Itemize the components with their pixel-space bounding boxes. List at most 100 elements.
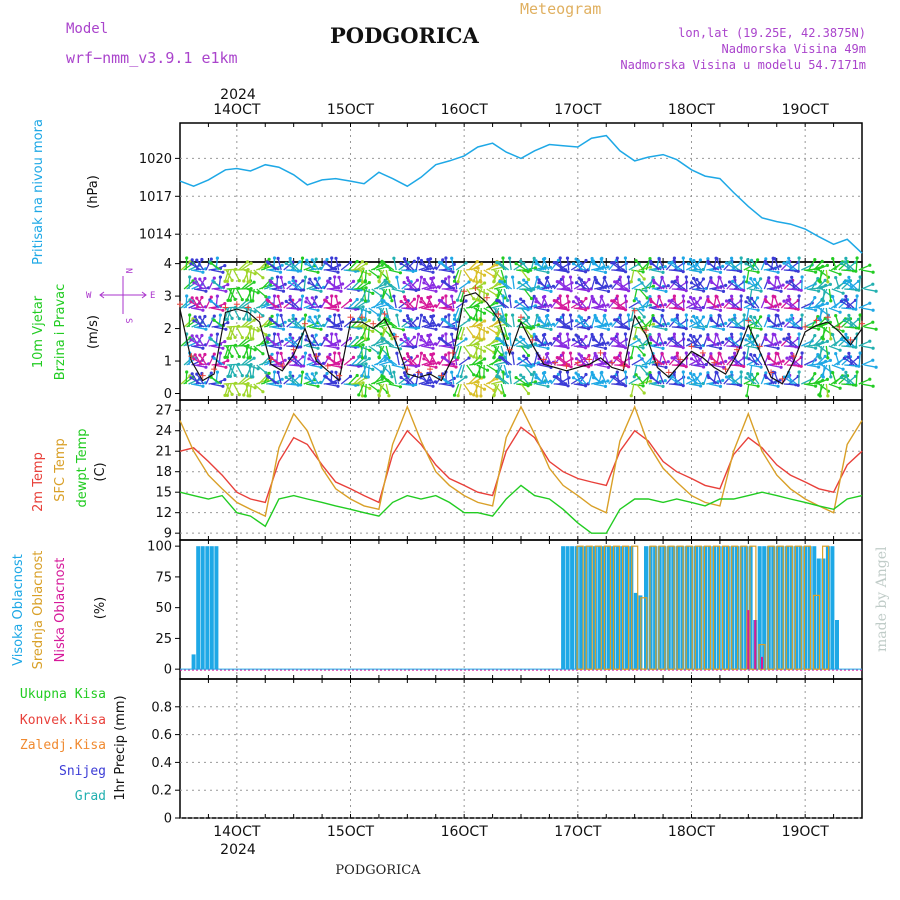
wind-arrow [858,352,861,366]
wind-arrow [248,288,252,301]
wind-arrow [260,265,273,271]
wind-arrow-head [566,346,570,350]
wind-arrow [766,269,779,273]
wind-arrow-head [506,374,510,379]
wind-arrow-head [559,277,564,281]
wind-arrow [559,281,570,290]
compass-east: E [150,291,155,301]
wind-arrow [558,301,570,309]
wind-arrow [825,383,829,396]
wind-arrow [470,339,482,347]
wind-arrow-head [574,257,578,261]
y-tick-label: 12 [155,506,172,521]
wind-arrow [473,307,480,320]
wind-arrow-head [551,284,556,288]
wind-arrow-head [190,296,194,300]
wind-arrow [441,338,452,347]
wind-arrow-head [479,318,483,322]
wind-arrow [688,383,701,387]
wind-arrow [520,336,530,347]
wind-arrow-head [854,345,858,349]
wind-arrow-head [555,280,559,284]
wind-arrow-head [707,299,711,304]
wind-arrow-head [333,275,337,279]
wind-arrow-head [341,320,345,324]
wind-arrow-head [304,262,308,266]
wind-arrow-head [541,371,546,375]
wind-arrow-head [767,314,771,318]
wind-arrow-head [380,301,384,305]
high-cloud-bar [689,546,694,670]
wind-arrow-head [623,370,628,374]
wind-arrow [539,288,552,293]
wind-arrow [473,345,485,352]
wind-arrow-head [517,357,521,361]
wind-arrow-head [746,334,750,338]
wind-arrow-head [684,327,688,331]
wind-arrow-head [781,359,785,363]
wind-arrow [363,288,367,301]
wind-arrow [730,300,742,309]
wind-arrow-head [825,339,830,343]
wind-arrow-head [479,280,483,284]
wind-arrow-head [363,337,368,341]
wind-arrow [415,258,420,271]
wind-arrow-head [428,295,433,299]
wind-arrow-head [464,299,468,303]
wind-arrow-head [506,298,510,303]
wind-arrow [676,319,687,328]
wind-arrow-head [291,313,295,318]
wind-arrow-head [283,320,287,324]
wind-arrow-head [419,275,423,279]
wind-arrow [847,280,858,290]
wind-arrow-head [584,308,588,312]
high-cloud-bar [698,546,703,670]
wind-arrow-head [190,372,194,376]
wind-arrow [388,269,401,274]
wind-arrow [728,269,741,273]
wind-arrow-head [591,335,595,339]
wind-arrow-head [419,313,423,317]
wind-arrow [513,300,525,309]
wind-arrow-head [330,256,334,260]
wind-arrow-head [595,281,599,285]
wind-arrow-head [838,348,842,352]
wind-arrow-head [576,297,581,301]
wind-arrow [611,262,622,271]
wind-arrow-head [348,374,353,378]
wind-arrow [243,345,256,351]
wind-arrow [314,278,323,290]
wind-arrow-head [699,346,703,350]
wind-arrow-head [330,294,334,298]
wind-arrow [533,304,546,309]
wind-arrow-head [341,282,345,286]
wind-arrow-head [613,318,617,322]
wind-arrow-head [403,297,407,301]
wind-arrow-head [739,269,743,273]
wind-arrow [441,307,454,311]
wind-arrow-head [242,279,246,283]
wind-arrow-head [226,298,230,302]
wind-arrow [530,296,535,309]
wind-arrow [588,372,593,385]
wind-arrow [816,340,828,347]
wind-arrow [716,334,722,347]
wind-arrow [424,364,437,368]
wind-arrow [441,269,454,273]
wind-arrow [355,339,367,347]
wind-arrow-head [475,394,479,398]
wind-arrow-head [829,337,833,341]
high-cloud-bar [794,546,799,670]
wind-arrow [511,277,515,290]
wind-arrow-head [670,374,674,378]
wind-arrow-head [556,334,561,338]
wind-arrows [180,256,878,398]
wind-arrow-head [198,277,202,281]
wind-arrow-head [829,299,833,303]
wind-arrow-head [814,346,818,350]
wind-arrow [386,281,398,290]
wind-arrow [708,300,720,309]
wind-arrow-head [537,278,541,282]
wind-arrow-head [592,300,596,304]
